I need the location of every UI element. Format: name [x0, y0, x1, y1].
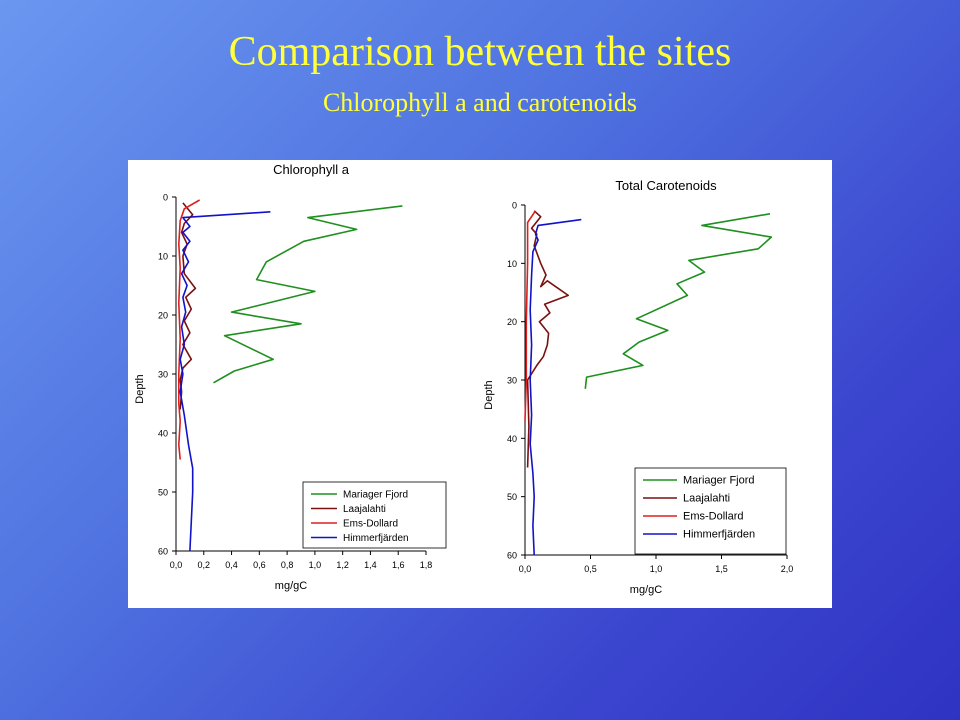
series-line-himmerfj-rden [179, 211, 271, 552]
y-axis-label: Depth [483, 380, 495, 409]
charts-panel: Chlorophyll a 0 10 20 30 40 50 60 0,0 0,2 0,4 0,6 0,… [128, 160, 832, 608]
x-axis-label: mg/gC [630, 584, 662, 596]
slide-subtitle: Chlorophyll a and carotenoids [322, 88, 638, 117]
y-tick-label: 50 [158, 488, 168, 498]
x-tick-label: 0,8 [281, 560, 294, 570]
y-tick-label: 30 [507, 376, 517, 386]
legend-label: Laajalahti [683, 493, 730, 505]
y-axis-label: Depth [134, 374, 146, 403]
x-tick-label: 1,4 [364, 560, 377, 570]
x-tick-label: 1,6 [392, 560, 405, 570]
x-tick-label: 0,0 [170, 560, 183, 570]
y-tick-label: 20 [507, 317, 517, 327]
y-tick-label: 10 [507, 259, 517, 269]
x-tick-label: 2,0 [781, 564, 794, 574]
y-tick-label: 30 [158, 370, 168, 380]
x-axis-label: mg/gC [275, 580, 307, 592]
x-tick-label: 1,5 [715, 564, 728, 574]
series-line-ems-dollard [177, 199, 200, 460]
y-tick-label: 60 [158, 547, 168, 557]
series-line-mariager-fjord [213, 205, 403, 384]
slide-title: Comparison between the sites [228, 29, 732, 75]
legend-label: Ems-Dollard [683, 511, 744, 523]
x-tick-label: 1,0 [650, 564, 663, 574]
series-line-himmerfj-rden [529, 218, 582, 556]
legend-label: Ems-Dollard [343, 519, 398, 530]
legend-label: Himmerfjärden [683, 529, 755, 541]
legend-label: Laajalahti [343, 504, 386, 515]
x-tick-label: 1,0 [309, 560, 322, 570]
y-tick-label: 50 [507, 492, 517, 502]
legend-box [634, 467, 787, 555]
x-tick-label: 1,8 [420, 560, 433, 570]
legend-label: Mariager Fjord [343, 490, 408, 501]
y-tick-label: 60 [507, 551, 517, 561]
chart-0: Chlorophyll a 0 10 20 30 40 50 600,0 0,2 0,4 0,6 0,… [134, 162, 447, 592]
y-tick-label: 0 [512, 201, 517, 211]
series-line-ems-dollard [524, 210, 537, 421]
chart-title: Chlorophyll a [273, 162, 350, 177]
chart-1: Total Carotenoids 0 10 20 30 40 50 600,0 0,5 1,0 1… [483, 178, 793, 596]
series-line-mariager-fjord [584, 213, 773, 389]
legend-label: Mariager Fjord [683, 475, 755, 487]
x-tick-label: 1,2 [336, 560, 349, 570]
x-tick-label: 0,5 [584, 564, 597, 574]
y-tick-label: 10 [158, 252, 168, 262]
y-tick-label: 0 [163, 193, 168, 203]
legend-label: Himmerfjärden [343, 533, 409, 544]
chart-title: Total Carotenoids [615, 178, 717, 193]
x-tick-label: 0,6 [253, 560, 266, 570]
y-tick-label: 20 [158, 311, 168, 321]
y-tick-label: 40 [507, 434, 517, 444]
y-tick-label: 40 [158, 429, 168, 439]
x-tick-label: 0,0 [519, 564, 532, 574]
x-tick-label: 0,2 [198, 560, 211, 570]
x-tick-label: 0,4 [225, 560, 238, 570]
